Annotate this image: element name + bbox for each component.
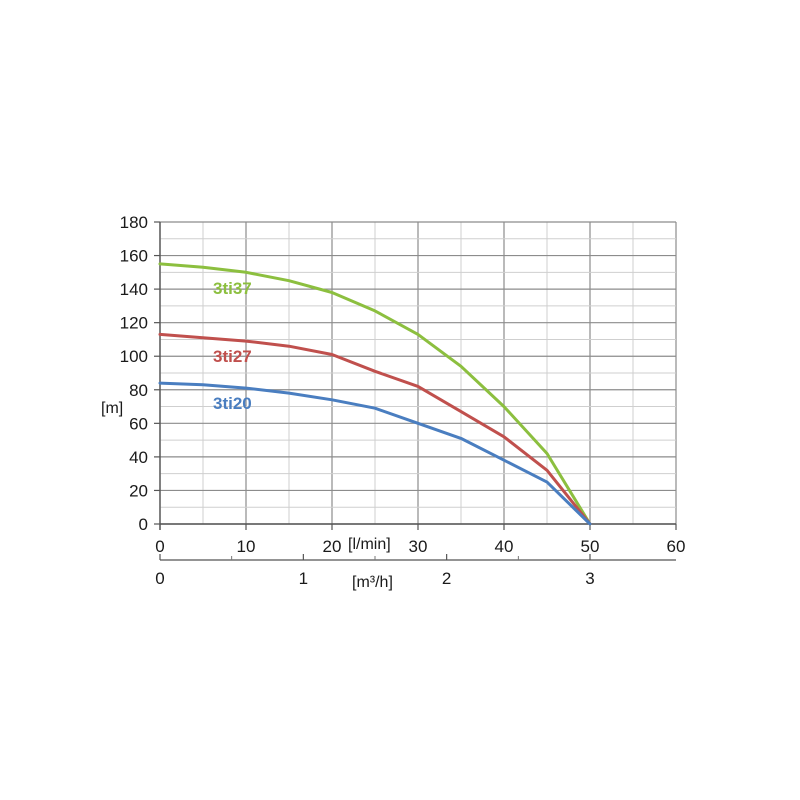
series-line-3ti27 — [158, 332, 592, 526]
y-tick-label: 100 — [120, 347, 148, 366]
y-tick-label: 60 — [129, 414, 148, 433]
labels: [m] [l/min] [m³/h] 3ti37 3ti27 3ti20 — [101, 279, 393, 591]
x-tick-label: 60 — [667, 537, 686, 556]
y-tick-label: 180 — [120, 213, 148, 232]
x-axis-label-lpm: [l/min] — [348, 536, 391, 553]
x-tick-label: 20 — [323, 537, 342, 556]
series-line-3ti37 — [158, 262, 592, 526]
series-label-3ti37: 3ti37 — [213, 279, 252, 298]
x-tick-label: 0 — [155, 537, 164, 556]
series-label-3ti27: 3ti27 — [213, 347, 252, 366]
y-tick-label: 20 — [129, 481, 148, 500]
grid — [159, 221, 677, 525]
series-line-3ti20 — [158, 381, 592, 526]
x2-tick-label: 2 — [442, 569, 451, 588]
x-tick-label: 50 — [581, 537, 600, 556]
y-tick-label: 40 — [129, 448, 148, 467]
series-lines — [158, 262, 592, 526]
y-tick-label: 160 — [120, 247, 148, 266]
y-tick-label: 0 — [139, 515, 148, 534]
x-tick-label: 30 — [409, 537, 428, 556]
x-axis-label-m3h: [m³/h] — [352, 574, 393, 591]
x2-tick-label: 3 — [585, 569, 594, 588]
x-tick-label: 40 — [495, 537, 514, 556]
x2-tick-label: 0 — [155, 569, 164, 588]
x-tick-label: 10 — [237, 537, 256, 556]
x2-tick-label: 1 — [299, 569, 308, 588]
y-tick-label: 80 — [129, 381, 148, 400]
axes: 0 20 40 60 80 100 120 140 160 180 0 10 20 30 40 50 60 0 1 2… — [120, 213, 686, 588]
series-label-3ti20: 3ti20 — [213, 394, 252, 413]
y-tick-label: 140 — [120, 280, 148, 299]
y-tick-label: 120 — [120, 314, 148, 333]
y-axis-label: [m] — [101, 400, 123, 417]
